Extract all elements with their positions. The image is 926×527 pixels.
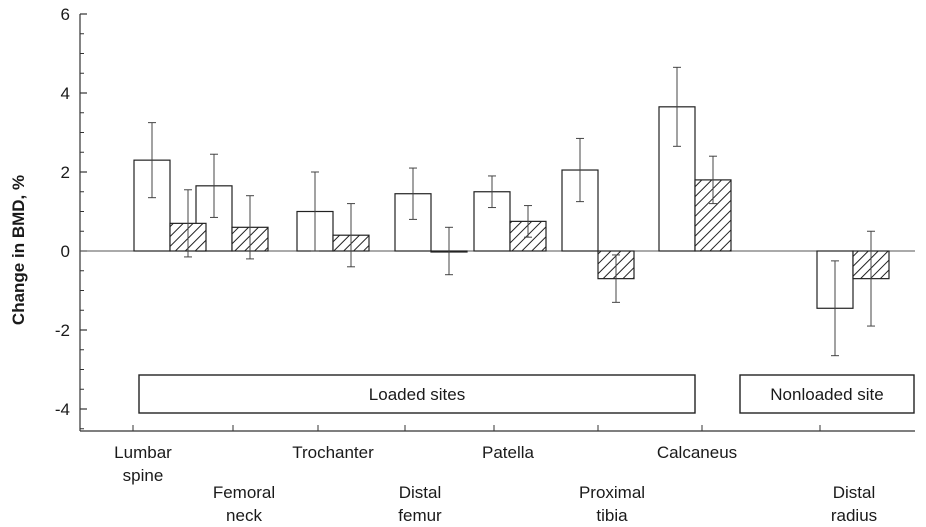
category-label: Trochanter <box>292 443 374 462</box>
y-tick-label: 0 <box>61 242 70 261</box>
bars <box>134 107 889 308</box>
y-axis-label: Change in BMD, % <box>9 175 28 325</box>
category-label: tibia <box>596 506 628 525</box>
y-tick-label: -4 <box>55 400 70 419</box>
category-label: femur <box>398 506 442 525</box>
category-label: Calcaneus <box>657 443 737 462</box>
category-label: Patella <box>482 443 535 462</box>
category-label: Proximal <box>579 483 645 502</box>
category-label: Femoral <box>213 483 275 502</box>
group-box-label: Loaded sites <box>369 385 465 404</box>
y-tick-label: 4 <box>61 84 70 103</box>
group-boxes: Loaded sites Nonloaded site <box>139 375 914 413</box>
y-tick-label: -2 <box>55 321 70 340</box>
error-bars <box>148 67 875 355</box>
category-label: spine <box>123 466 164 485</box>
y-tick-label: 6 <box>61 5 70 24</box>
group-box-label: Nonloaded site <box>770 385 883 404</box>
category-labels: Lumbar spine Femoral neck Trochanter Distal fe… <box>114 443 877 525</box>
y-tick-label: 2 <box>61 163 70 182</box>
category-label: radius <box>831 506 877 525</box>
category-label: Lumbar <box>114 443 172 462</box>
category-label: Distal <box>399 483 442 502</box>
category-label: neck <box>226 506 262 525</box>
category-label: Distal <box>833 483 876 502</box>
